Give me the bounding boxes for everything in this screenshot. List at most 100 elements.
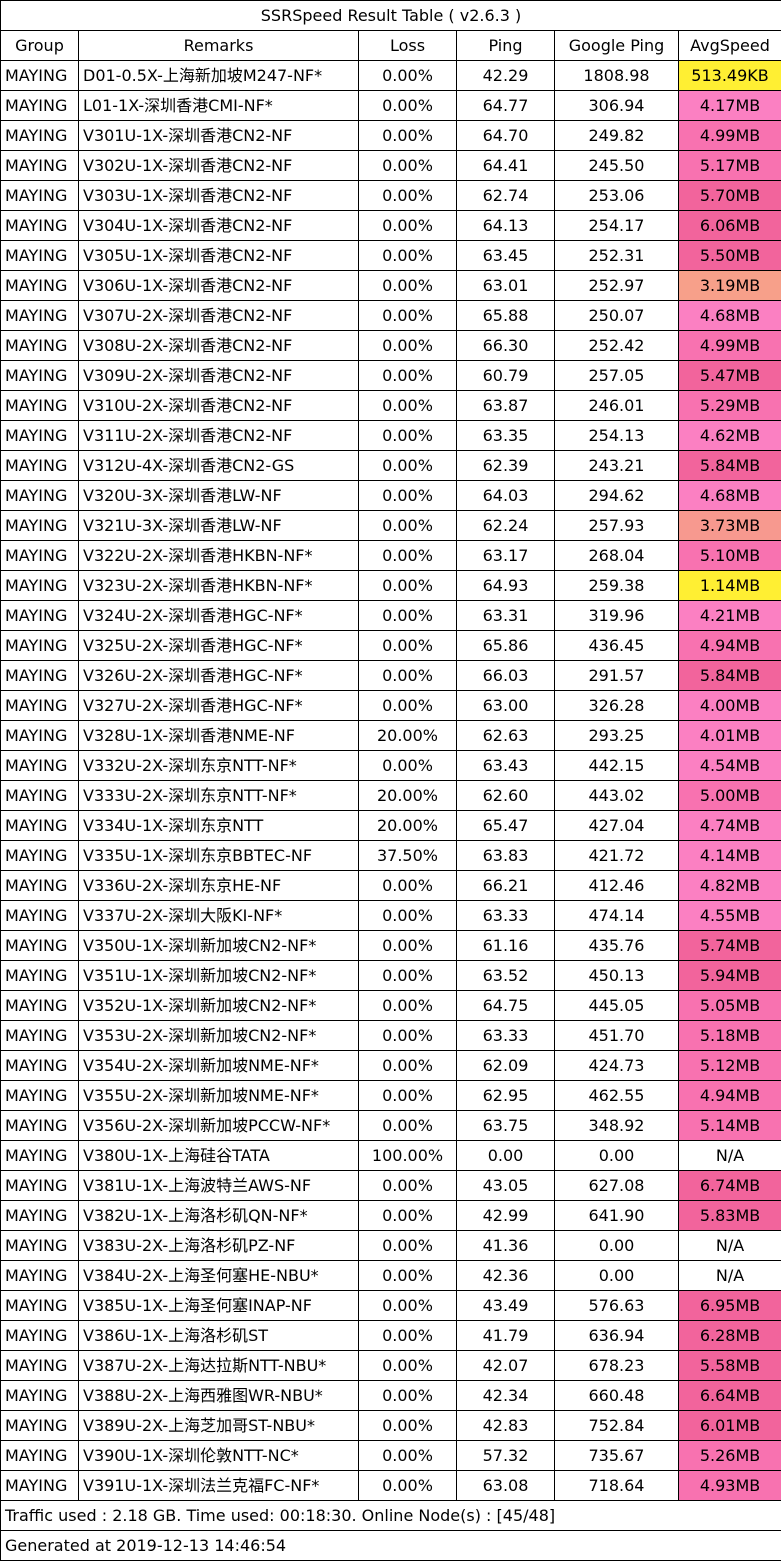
remarks-cell: V355U-2X-深圳新加坡NME-NF* xyxy=(79,1081,359,1111)
ping-cell: 65.88 xyxy=(457,301,555,331)
avgspeed-cell: 4.82MB xyxy=(679,871,781,901)
ping-cell: 41.36 xyxy=(457,1231,555,1261)
avgspeed-cell: 4.68MB xyxy=(679,301,781,331)
loss-cell: 0.00% xyxy=(359,991,457,1021)
google-ping-cell: 294.62 xyxy=(555,481,679,511)
google-ping-cell: 474.14 xyxy=(555,901,679,931)
google-ping-cell: 252.97 xyxy=(555,271,679,301)
remarks-cell: V304U-1X-深圳香港CN2-NF xyxy=(79,211,359,241)
google-ping-cell: 253.06 xyxy=(555,181,679,211)
avgspeed-cell: 5.26MB xyxy=(679,1441,781,1471)
google-ping-cell: 257.93 xyxy=(555,511,679,541)
ping-cell: 63.00 xyxy=(457,691,555,721)
google-ping-cell: 257.05 xyxy=(555,361,679,391)
group-cell: MAYING xyxy=(1,931,79,961)
group-cell: MAYING xyxy=(1,1051,79,1081)
group-cell: MAYING xyxy=(1,1021,79,1051)
ping-cell: 63.08 xyxy=(457,1471,555,1501)
group-cell: MAYING xyxy=(1,451,79,481)
ping-cell: 63.17 xyxy=(457,541,555,571)
footer-generated-row: Generated at 2019-12-13 14:46:54 xyxy=(1,1531,781,1561)
avgspeed-cell: 4.54MB xyxy=(679,751,781,781)
ping-cell: 42.36 xyxy=(457,1261,555,1291)
loss-cell: 0.00% xyxy=(359,1021,457,1051)
google-ping-cell: 678.23 xyxy=(555,1351,679,1381)
remarks-cell: V303U-1X-深圳香港CN2-NF xyxy=(79,181,359,211)
remarks-cell: V383U-2X-上海洛杉矶PZ-NF xyxy=(79,1231,359,1261)
google-ping-cell: 249.82 xyxy=(555,121,679,151)
avgspeed-cell: 5.58MB xyxy=(679,1351,781,1381)
traffic-summary: Traffic used : 2.18 GB. Time used: 00:18… xyxy=(1,1501,781,1531)
avgspeed-cell: 5.94MB xyxy=(679,961,781,991)
ping-cell: 63.01 xyxy=(457,271,555,301)
google-ping-cell: 293.25 xyxy=(555,721,679,751)
ping-cell: 42.34 xyxy=(457,1381,555,1411)
google-ping-cell: 306.94 xyxy=(555,91,679,121)
avgspeed-cell: 5.84MB xyxy=(679,451,781,481)
google-ping-cell: 243.21 xyxy=(555,451,679,481)
group-cell: MAYING xyxy=(1,121,79,151)
google-ping-cell: 254.13 xyxy=(555,421,679,451)
remarks-cell: V380U-1X-上海硅谷TATA xyxy=(79,1141,359,1171)
group-cell: MAYING xyxy=(1,1261,79,1291)
group-cell: MAYING xyxy=(1,91,79,121)
remarks-cell: V388U-2X-上海西雅图WR-NBU* xyxy=(79,1381,359,1411)
ping-cell: 64.41 xyxy=(457,151,555,181)
loss-cell: 0.00% xyxy=(359,1051,457,1081)
ping-cell: 62.74 xyxy=(457,181,555,211)
google-ping-cell: 245.50 xyxy=(555,151,679,181)
google-ping-cell: 246.01 xyxy=(555,391,679,421)
group-cell: MAYING xyxy=(1,421,79,451)
loss-cell: 0.00% xyxy=(359,331,457,361)
remarks-cell: V321U-3X-深圳香港LW-NF xyxy=(79,511,359,541)
loss-cell: 0.00% xyxy=(359,151,457,181)
group-cell: MAYING xyxy=(1,1351,79,1381)
remarks-cell: L01-1X-深圳香港CMI-NF* xyxy=(79,91,359,121)
ping-cell: 0.00 xyxy=(457,1141,555,1171)
google-ping-cell: 436.45 xyxy=(555,631,679,661)
ping-cell: 63.33 xyxy=(457,1021,555,1051)
ping-cell: 64.13 xyxy=(457,211,555,241)
ping-cell: 63.31 xyxy=(457,601,555,631)
group-cell: MAYING xyxy=(1,571,79,601)
group-cell: MAYING xyxy=(1,811,79,841)
google-ping-cell: 627.08 xyxy=(555,1171,679,1201)
ping-cell: 42.83 xyxy=(457,1411,555,1441)
ping-cell: 64.03 xyxy=(457,481,555,511)
avgspeed-cell: 4.21MB xyxy=(679,601,781,631)
avgspeed-cell: 3.73MB xyxy=(679,511,781,541)
group-cell: MAYING xyxy=(1,871,79,901)
remarks-cell: V320U-3X-深圳香港LW-NF xyxy=(79,481,359,511)
ping-cell: 64.77 xyxy=(457,91,555,121)
avgspeed-cell: 5.14MB xyxy=(679,1111,781,1141)
avgspeed-cell: 4.94MB xyxy=(679,631,781,661)
avgspeed-cell: 5.18MB xyxy=(679,1021,781,1051)
ping-cell: 66.30 xyxy=(457,331,555,361)
loss-cell: 20.00% xyxy=(359,721,457,751)
google-ping-cell: 268.04 xyxy=(555,541,679,571)
loss-cell: 0.00% xyxy=(359,241,457,271)
remarks-cell: V308U-2X-深圳香港CN2-NF xyxy=(79,331,359,361)
ping-cell: 41.79 xyxy=(457,1321,555,1351)
remarks-cell: V354U-2X-深圳新加坡NME-NF* xyxy=(79,1051,359,1081)
google-ping-cell: 445.05 xyxy=(555,991,679,1021)
remarks-cell: V312U-4X-深圳香港CN2-GS xyxy=(79,451,359,481)
group-cell: MAYING xyxy=(1,751,79,781)
google-ping-cell: 0.00 xyxy=(555,1231,679,1261)
